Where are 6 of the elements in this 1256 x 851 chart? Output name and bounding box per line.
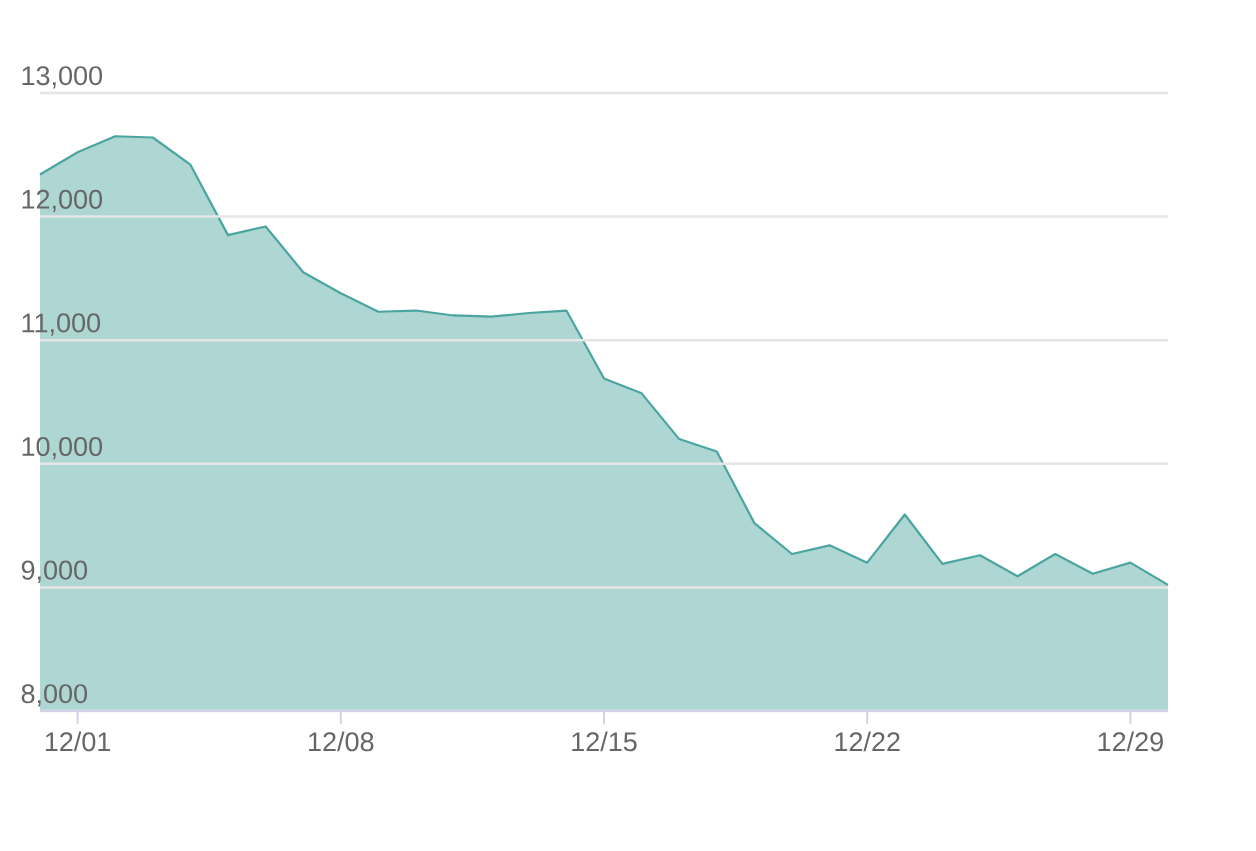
x-tick-label: 12/15 [572, 731, 637, 752]
x-tick-label: 12/29 [1098, 731, 1163, 752]
y-tick-label: 13,000 [22, 66, 103, 89]
x-tick-label: 12/01 [45, 731, 111, 752]
x-tick-label: 12/22 [835, 731, 900, 752]
x-tick-label: 12/08 [309, 731, 374, 752]
